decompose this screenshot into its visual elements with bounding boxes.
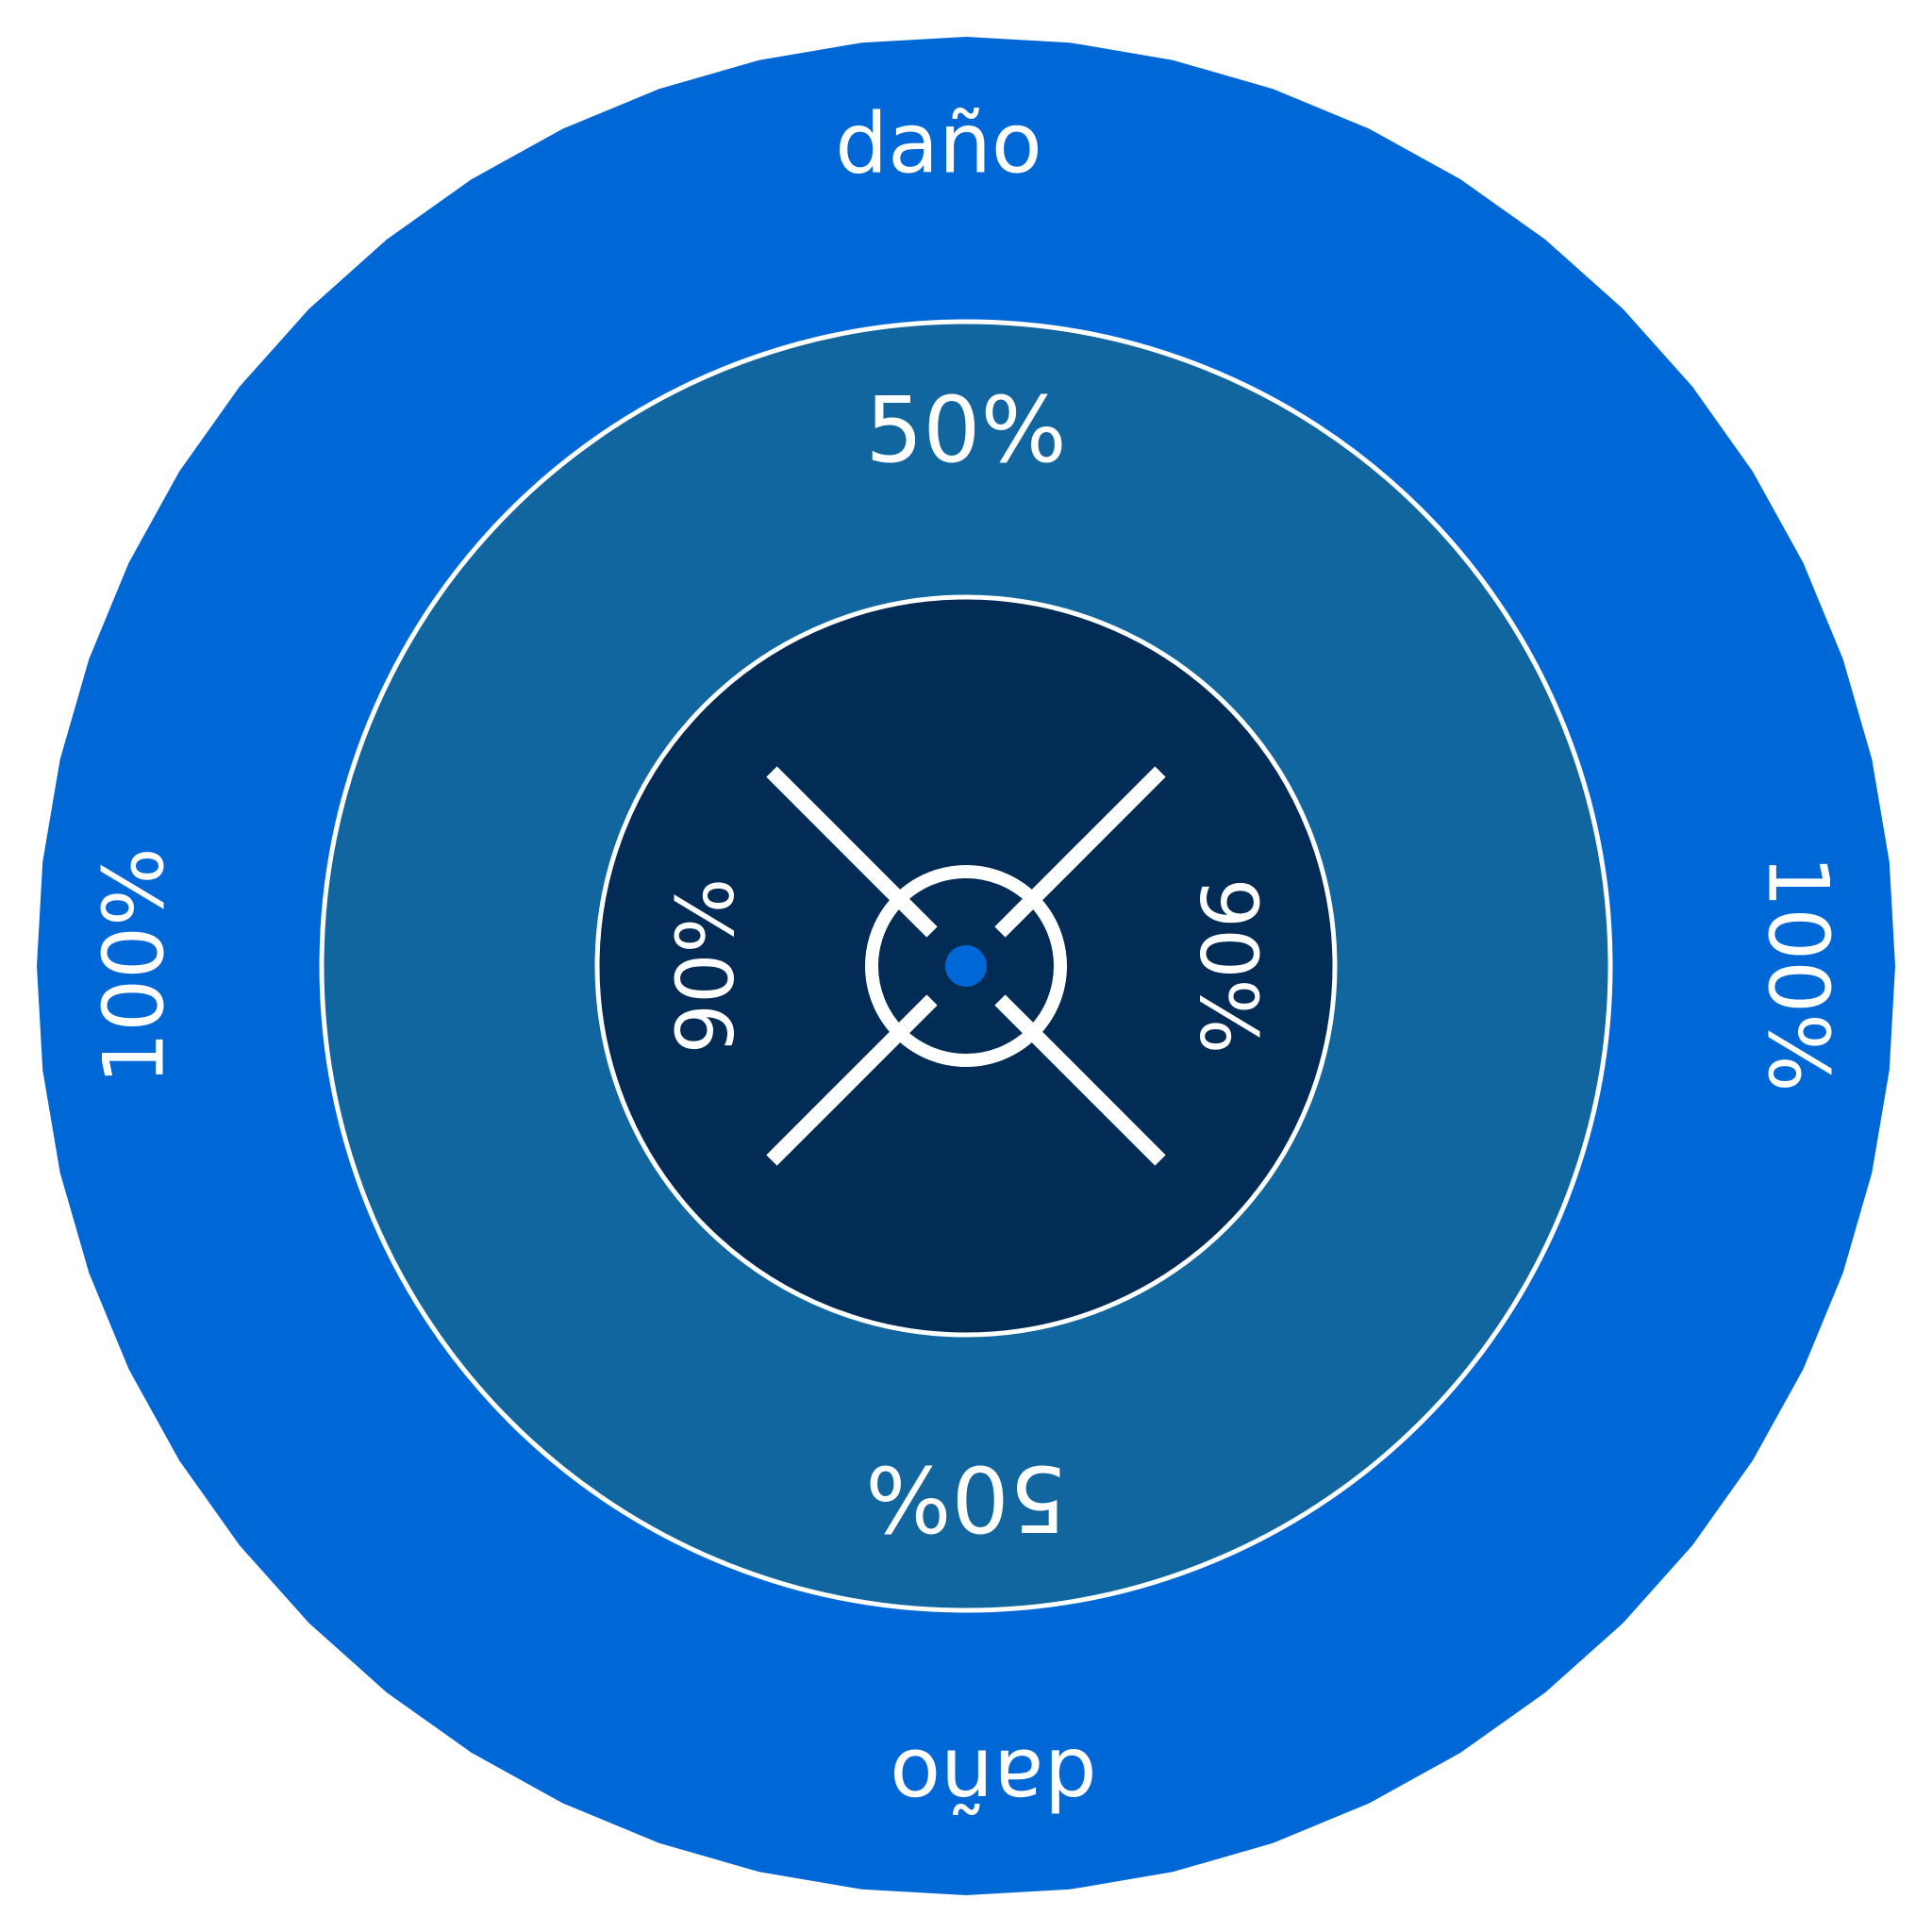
middle-bottom-label: 50% (865, 1445, 1066, 1551)
center-dot (945, 945, 987, 987)
inner-left-label: 90% (659, 878, 752, 1055)
outer-left-label: 100% (86, 847, 183, 1085)
crosshair-ring (865, 865, 1067, 1067)
inner-right-label: 90% (1182, 878, 1274, 1055)
outer-right-label: 100% (1750, 855, 1847, 1092)
crosshair-line-bottom-left (766, 994, 938, 1166)
outer-top-label: daño (835, 95, 1041, 192)
crosshair-line-bottom-right (994, 994, 1166, 1166)
crosshair-line-top-left (766, 766, 938, 938)
crosshair-icon (766, 766, 1166, 1166)
outer-bottom-label: daño (890, 1731, 1096, 1828)
middle-top-label: 50% (865, 377, 1066, 483)
crosshair-line-top-right (994, 766, 1166, 938)
